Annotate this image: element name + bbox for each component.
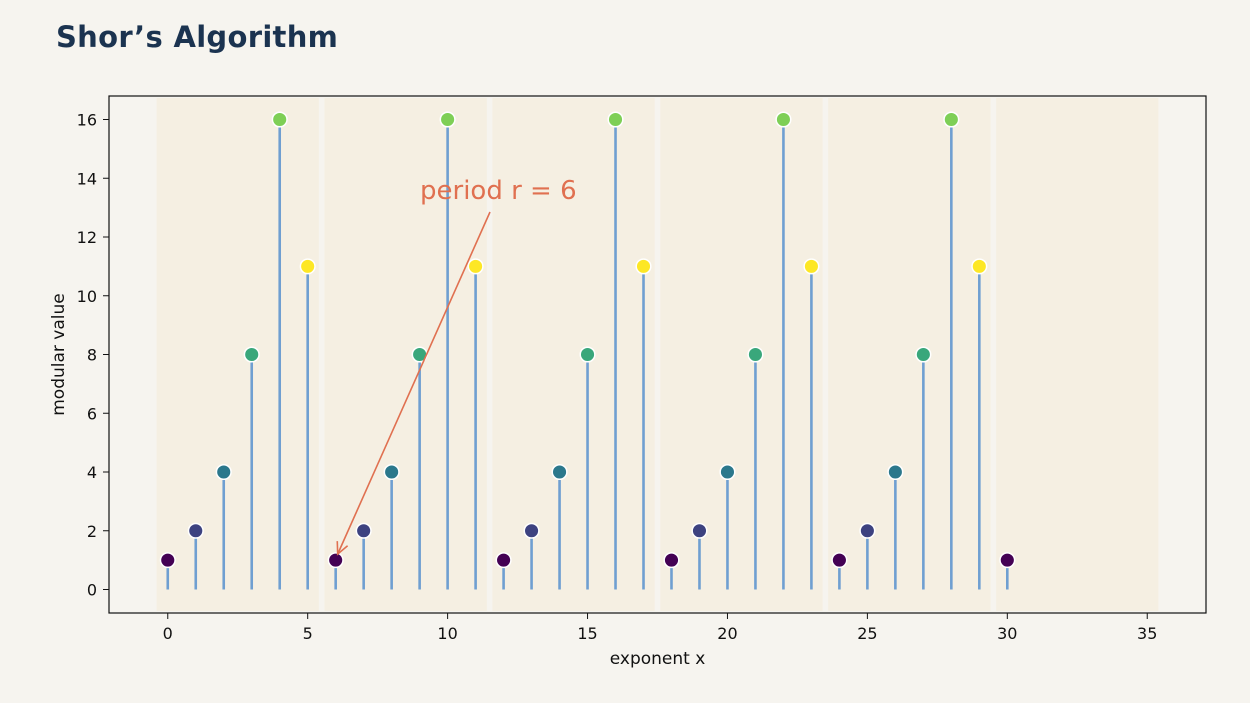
- x-tick-label: 5: [303, 624, 313, 643]
- x-tick-label: 0: [163, 624, 173, 643]
- x-tick-label: 20: [717, 624, 737, 643]
- x-ticks: 0 5 10 15 20 25 30 35: [163, 613, 1157, 643]
- data-point: [943, 111, 960, 128]
- y-tick-label: 4: [87, 463, 97, 482]
- y-tick-label: 0: [87, 581, 97, 600]
- annotation-arrow: [336, 211, 491, 555]
- data-point: [747, 346, 764, 363]
- data-point: [271, 111, 288, 128]
- y-axis-label: modular value: [49, 293, 69, 416]
- period-band: [660, 98, 823, 611]
- data-point: [579, 346, 596, 363]
- x-tick-label: 35: [1137, 624, 1157, 643]
- data-point: [719, 463, 736, 481]
- period-band: [492, 98, 655, 611]
- y-tick-label: 2: [87, 522, 97, 541]
- y-tick-label: 6: [87, 404, 97, 423]
- period-bands: [156, 98, 1159, 611]
- data-point: [327, 552, 344, 569]
- y-tick-label: 14: [77, 169, 97, 188]
- data-point: [887, 463, 904, 481]
- data-point: [803, 258, 820, 275]
- data-point: [971, 258, 988, 275]
- y-tick-label: 10: [77, 287, 97, 306]
- markers: [159, 111, 1016, 569]
- data-point: [355, 522, 372, 539]
- data-point: [915, 346, 932, 363]
- period-annotation: period r = 6: [336, 176, 577, 556]
- data-point: [775, 111, 792, 128]
- data-point: [663, 552, 680, 569]
- data-point: [243, 346, 260, 363]
- x-tick-label: 25: [857, 624, 877, 643]
- period-band: [996, 98, 1159, 611]
- data-point: [187, 522, 204, 539]
- stems: [166, 125, 1009, 590]
- period-band: [156, 98, 319, 611]
- period-band: [324, 98, 487, 611]
- data-point: [159, 552, 176, 569]
- data-point: [551, 463, 568, 481]
- period-band: [828, 98, 991, 611]
- data-point: [467, 258, 484, 275]
- data-point: [439, 111, 456, 128]
- data-point: [999, 552, 1016, 569]
- annotation-arrow-head: [336, 541, 349, 556]
- data-point: [607, 111, 624, 128]
- data-point: [831, 552, 848, 569]
- data-point: [635, 258, 652, 275]
- y-tick-label: 12: [77, 228, 97, 247]
- data-point: [523, 522, 540, 539]
- data-point: [859, 522, 876, 539]
- data-point: [383, 463, 400, 481]
- data-point: [215, 463, 232, 481]
- x-axis-label: exponent x: [610, 649, 706, 669]
- x-tick-label: 10: [437, 624, 457, 643]
- annotation-text: period r = 6: [420, 176, 577, 206]
- x-tick-label: 30: [997, 624, 1017, 643]
- x-tick-label: 15: [577, 624, 597, 643]
- y-ticks: 0 2 4 6 8 10 12 14 16: [77, 111, 109, 600]
- y-tick-label: 16: [77, 111, 97, 130]
- data-point: [691, 522, 708, 539]
- data-point: [299, 258, 316, 275]
- page-title: Shor’s Algorithm: [56, 20, 339, 54]
- y-tick-label: 8: [87, 346, 97, 365]
- data-point: [495, 552, 512, 569]
